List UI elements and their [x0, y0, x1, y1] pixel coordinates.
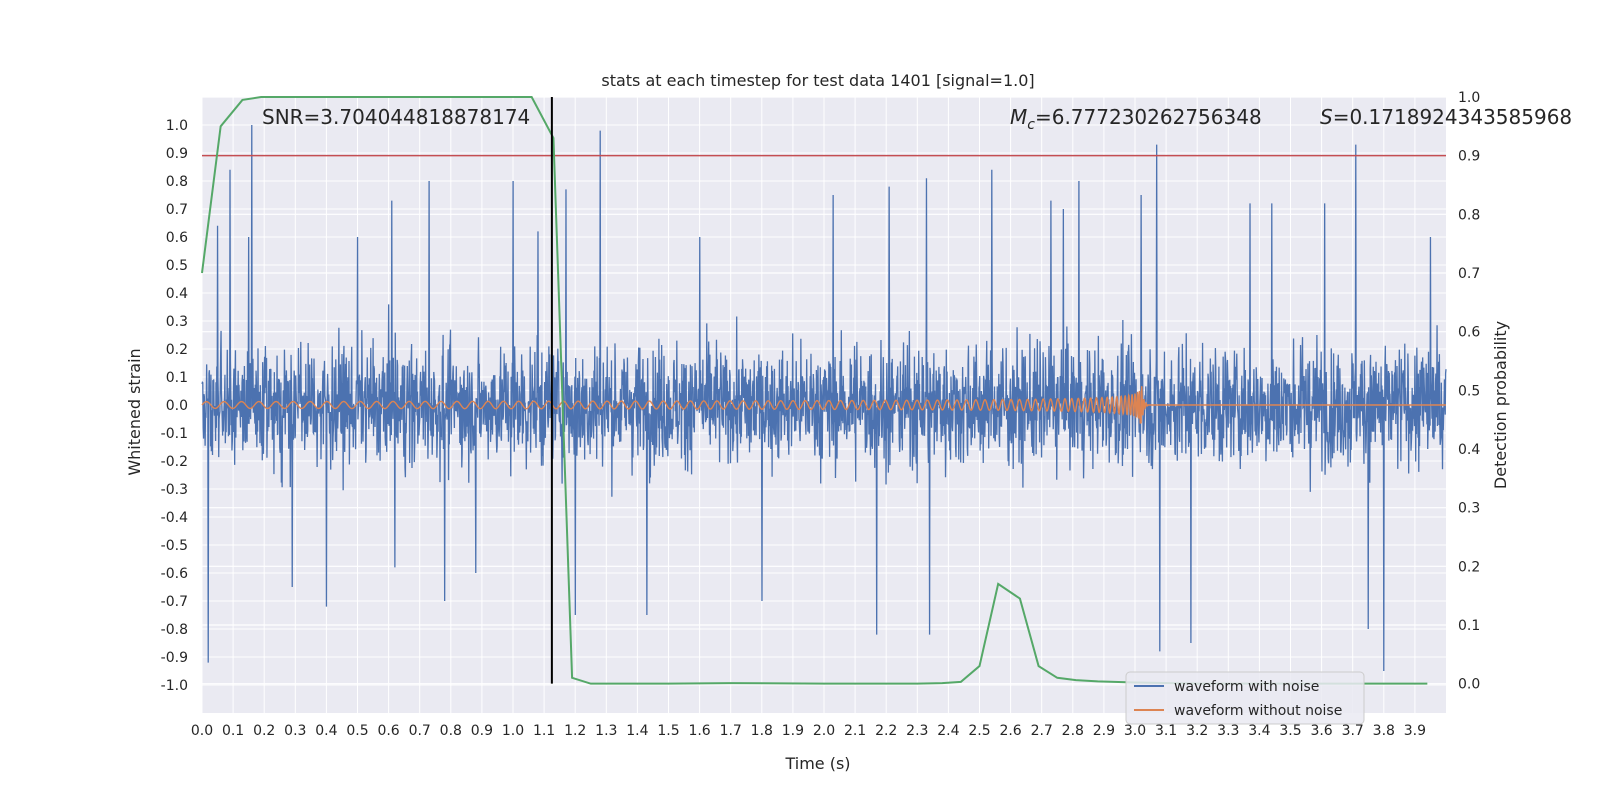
chirp-mass-symbol: M	[1010, 105, 1027, 129]
series-waveform-without-noise	[201, 386, 1446, 424]
x-tick-label-13: 1.3	[595, 723, 617, 739]
y2-tick-label-9: 0.1	[1458, 618, 1480, 634]
y-axis-ticks: 1.0 0.9 0.8 0.7 0.6 0.5 0.4 0.3 0.2 0.1 0.0 -0.1 -0.…	[161, 118, 188, 694]
x-tick-label-32: 3.2	[1186, 723, 1208, 739]
x-tick-label-15: 1.5	[657, 723, 679, 739]
x-tick-label-30: 3.0	[1124, 723, 1146, 739]
x-tick-label-36: 3.6	[1310, 723, 1332, 739]
y2-tick-label-8: 0.2	[1458, 559, 1480, 575]
series-layer	[201, 96, 1447, 685]
y2-tick-label-5: 0.5	[1458, 383, 1480, 399]
y2-axis-label: Detection probability	[1491, 321, 1510, 489]
y2-tick-label-2: 0.8	[1458, 207, 1480, 223]
y-tick-label-7: 0.3	[166, 314, 188, 330]
x-tick-label-18: 1.8	[751, 723, 773, 739]
y2-axis-ticks: 1.0 0.9 0.8 0.7 0.6 0.5 0.4 0.3 0.2 0.1 0.0	[1458, 90, 1480, 693]
y-tick-label-20: -1.0	[161, 678, 188, 694]
x-tick-label-26: 2.6	[999, 723, 1021, 739]
series-detection-probability	[201, 96, 1428, 685]
x-tick-label-34: 3.4	[1248, 723, 1270, 739]
y2-tick-label-10: 0.0	[1458, 677, 1480, 693]
x-tick-label-38: 3.8	[1373, 723, 1395, 739]
x-tick-label-14: 1.4	[626, 723, 648, 739]
y-tick-label-5: 0.5	[166, 258, 188, 274]
chirp-mass-annotation: Mc=6.777230262756348	[1010, 105, 1262, 133]
chirp-mass-subscript: c	[1027, 117, 1035, 133]
chart-title: stats at each timestep for test data 140…	[601, 71, 1034, 90]
x-tick-label-17: 1.7	[720, 723, 742, 739]
x-tick-label-2: 0.2	[253, 723, 275, 739]
y-tick-label-1: 0.9	[166, 146, 188, 162]
y-tick-label-16: -0.6	[161, 566, 188, 582]
s-value: =0.1718924343585968	[1333, 105, 1572, 129]
y-tick-label-2: 0.8	[166, 174, 188, 190]
x-tick-label-27: 2.7	[1031, 723, 1053, 739]
x-tick-label-9: 0.9	[471, 723, 493, 739]
y2-tick-label-1: 0.9	[1458, 149, 1480, 165]
y-tick-label-0: 1.0	[166, 118, 188, 134]
x-tick-label-5: 0.5	[346, 723, 368, 739]
legend-label-noise: waveform with noise	[1174, 679, 1319, 695]
chirp-mass-value: =6.777230262756348	[1035, 105, 1262, 129]
x-tick-label-24: 2.4	[937, 723, 959, 739]
y-tick-label-18: -0.8	[161, 622, 188, 638]
x-tick-label-7: 0.7	[409, 723, 431, 739]
x-tick-label-31: 3.1	[1155, 723, 1177, 739]
s-symbol: S	[1320, 105, 1333, 129]
y-tick-label-13: -0.3	[161, 482, 188, 498]
x-tick-label-35: 3.5	[1279, 723, 1301, 739]
y-tick-label-19: -0.9	[161, 650, 188, 666]
x-tick-label-0: 0.0	[191, 723, 213, 739]
y2-tick-label-4: 0.6	[1458, 325, 1480, 341]
y2-tick-label-7: 0.3	[1458, 501, 1480, 517]
x-axis-ticks: 0.0 0.1 0.2 0.3 0.4 0.5 0.6 0.7 0.8 0.9 1.0 1.1 1.2 1…	[191, 723, 1426, 739]
x-tick-label-19: 1.9	[782, 723, 804, 739]
y2-tick-label-6: 0.4	[1458, 442, 1480, 458]
y-tick-label-12: -0.2	[161, 454, 188, 470]
x-tick-label-39: 3.9	[1404, 723, 1426, 739]
y-tick-label-11: -0.1	[161, 426, 188, 442]
y-axis-label: Whitened strain	[125, 348, 144, 475]
y-tick-label-9: 0.1	[166, 370, 188, 386]
y-tick-label-6: 0.4	[166, 286, 188, 302]
legend: waveform with noise waveform without noi…	[1125, 671, 1365, 725]
x-tick-label-22: 2.2	[875, 723, 897, 739]
x-tick-label-11: 1.1	[533, 723, 555, 739]
y-tick-label-3: 0.7	[166, 202, 188, 218]
x-tick-label-21: 2.1	[844, 723, 866, 739]
x-tick-label-20: 2.0	[813, 723, 835, 739]
legend-label-clean: waveform without noise	[1174, 703, 1342, 719]
series-waveform-with-noise	[201, 124, 1447, 672]
y-tick-label-14: -0.4	[161, 510, 188, 526]
x-tick-label-8: 0.8	[440, 723, 462, 739]
y-tick-label-4: 0.6	[166, 230, 188, 246]
x-tick-label-23: 2.3	[906, 723, 928, 739]
x-axis-label: Time (s)	[784, 754, 850, 773]
legend-box	[1125, 671, 1365, 725]
x-tick-label-6: 0.6	[377, 723, 399, 739]
x-tick-label-3: 0.3	[284, 723, 306, 739]
x-tick-label-16: 1.6	[688, 723, 710, 739]
y-tick-label-15: -0.5	[161, 538, 188, 554]
x-tick-label-12: 1.2	[564, 723, 586, 739]
y2-tick-label-0: 1.0	[1458, 90, 1480, 106]
x-tick-label-25: 2.5	[968, 723, 990, 739]
x-tick-label-37: 3.7	[1342, 723, 1364, 739]
x-tick-label-4: 0.4	[315, 723, 337, 739]
x-tick-label-29: 2.9	[1093, 723, 1115, 739]
y-tick-label-8: 0.2	[166, 342, 188, 358]
s-annotation: S=0.1718924343585968	[1320, 105, 1572, 129]
y2-tick-label-3: 0.7	[1458, 266, 1480, 282]
snr-annotation: SNR=3.704044818878174	[262, 105, 530, 129]
x-tick-label-28: 2.8	[1062, 723, 1084, 739]
x-tick-label-1: 0.1	[222, 723, 244, 739]
y-tick-label-17: -0.7	[161, 594, 188, 610]
x-tick-label-33: 3.3	[1217, 723, 1239, 739]
x-tick-label-10: 1.0	[502, 723, 524, 739]
y-tick-label-10: 0.0	[166, 398, 188, 414]
